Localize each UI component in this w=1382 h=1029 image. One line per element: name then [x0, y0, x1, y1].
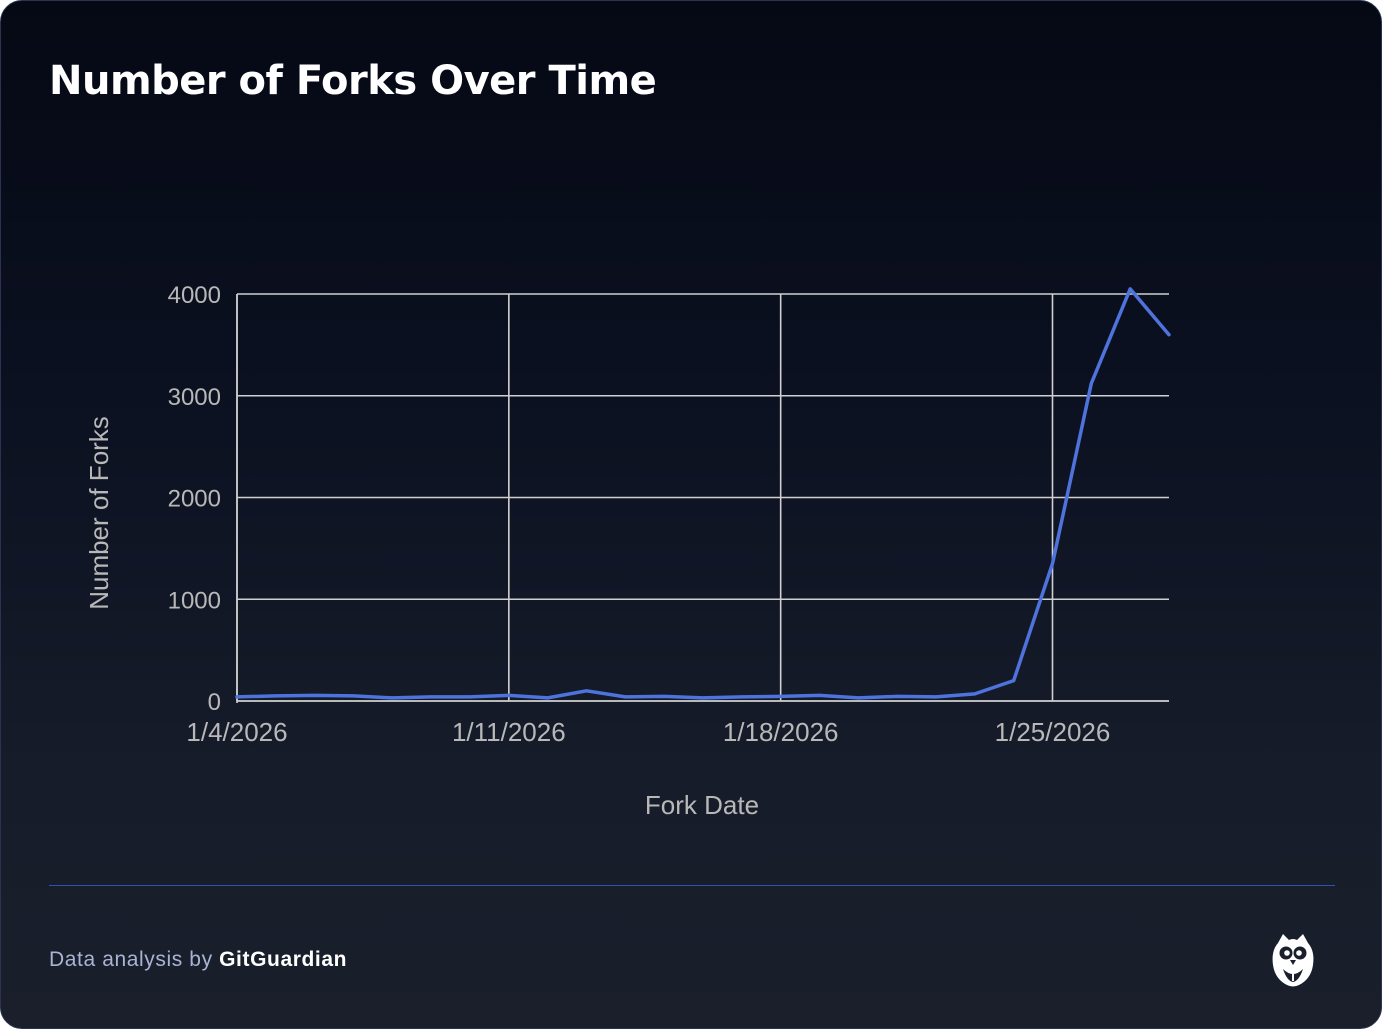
x-tick-label: 1/25/2026	[995, 717, 1111, 747]
y-axis-title: Number of Forks	[84, 416, 114, 610]
y-tick-label: 3000	[168, 384, 221, 411]
y-tick-label: 1000	[168, 587, 221, 614]
chart-title: Number of Forks Over Time	[49, 58, 657, 104]
x-tick-label: 1/4/2026	[186, 717, 287, 747]
attribution-brand: GitGuardian	[219, 948, 348, 971]
y-tick-label: 0	[208, 689, 221, 716]
y-tick-label: 4000	[168, 282, 221, 309]
chart-labels: 0 1000 2000 3000 4000 1/4/2026 1/11/2026 1/18/2…	[84, 282, 1110, 820]
gitguardian-owl-icon	[1272, 934, 1314, 987]
attribution-prefix: Data analysis by	[49, 948, 220, 971]
series-line	[235, 287, 1171, 700]
attribution: Data analysis by GitGuardian	[49, 945, 347, 975]
chart-series	[235, 287, 1171, 700]
chart-grid	[236, 293, 1169, 702]
y-tick-label: 2000	[168, 486, 221, 513]
footer-divider	[49, 885, 1335, 886]
x-axis-title: Fork Date	[645, 790, 759, 820]
chart-axes	[236, 294, 1169, 703]
x-tick-label: 1/18/2026	[723, 717, 839, 747]
x-tick-label: 1/11/2026	[452, 717, 566, 747]
line-chart: 0 1000 2000 3000 4000 1/4/2026 1/11/2026 1/18/2…	[84, 282, 1171, 820]
